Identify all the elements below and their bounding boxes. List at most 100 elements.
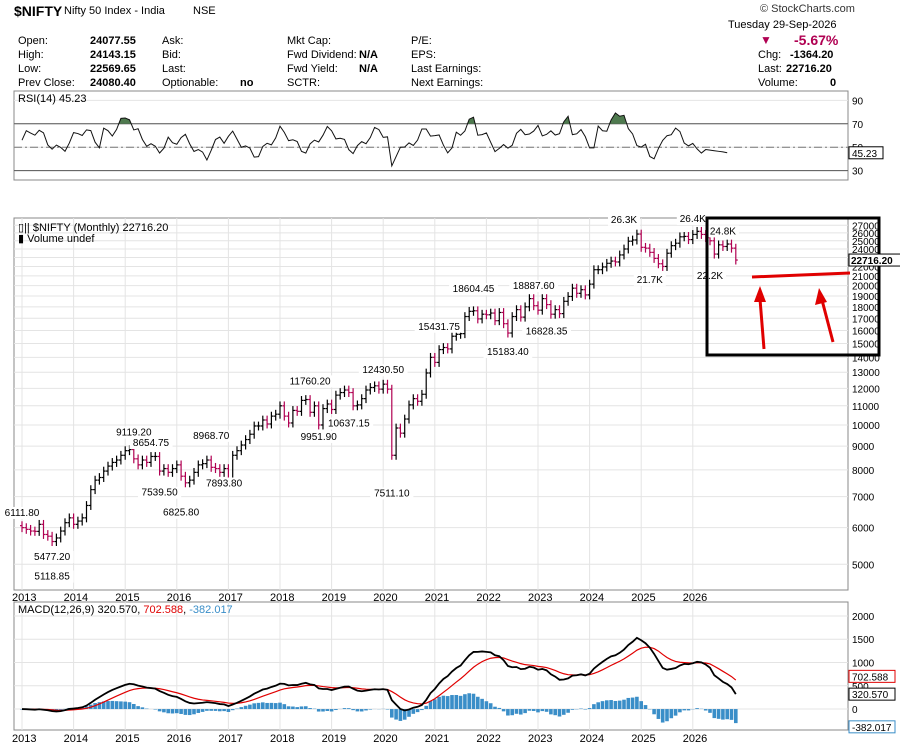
macd-histogram-bar <box>566 709 570 713</box>
last-earnings-label: Last Earnings: <box>411 63 482 75</box>
price-bar <box>247 429 252 445</box>
price-tick-label: 18000 <box>852 303 880 314</box>
price-bar <box>647 243 652 257</box>
price-tick-label: 24000 <box>852 245 880 256</box>
price-label-bg <box>285 375 335 388</box>
price-bar <box>389 384 394 460</box>
price-bar <box>622 244 626 260</box>
mkt-cap-label: Mkt Cap: <box>287 35 332 47</box>
macd-histogram-bar <box>553 709 557 716</box>
price-bar <box>157 452 162 476</box>
price-bar <box>445 343 450 354</box>
price-bar <box>338 388 343 400</box>
macd-year-label: 2016 <box>167 733 191 745</box>
macd-histogram-bar <box>407 709 411 717</box>
price-bar <box>467 306 472 322</box>
price-bar <box>596 265 601 275</box>
highlight-box <box>705 216 881 357</box>
price-bar <box>45 530 50 541</box>
price-bar <box>286 411 291 428</box>
price-label: 6111.80 <box>5 508 40 519</box>
price-bar <box>93 475 98 495</box>
open-label: Open: <box>18 35 48 47</box>
price-label: 7511.10 <box>374 489 410 500</box>
macd-histogram-bar <box>119 701 123 710</box>
price-bar <box>273 409 278 421</box>
macd-year-label: 2021 <box>425 733 449 745</box>
macd-tick-label: 2000 <box>852 612 875 623</box>
price-label: 15431.75 <box>418 322 460 333</box>
price-bar <box>166 464 171 477</box>
price-label-bg <box>112 426 156 439</box>
macd-histogram-bar <box>544 709 549 712</box>
price-bar <box>88 485 93 510</box>
macd-histogram-bar <box>166 709 170 714</box>
price-bar <box>626 236 631 254</box>
price-bar <box>325 399 330 414</box>
price-bar <box>660 259 665 271</box>
price-tick-label: 17000 <box>852 314 880 325</box>
macd-histogram-bar <box>248 704 252 710</box>
macd-histogram-bar <box>665 709 669 722</box>
price-label: 8968.70 <box>193 431 230 442</box>
macd-value-label: -382.017 <box>852 723 892 734</box>
macd-histogram-bar <box>222 709 226 712</box>
price-bar <box>278 401 282 419</box>
macd-histogram-bar <box>295 707 299 710</box>
brand-logo[interactable]: © StockCharts.com <box>760 3 855 15</box>
price-bar <box>265 415 270 429</box>
price-bar <box>144 455 149 467</box>
macd-histogram-bar <box>519 709 523 715</box>
macd-histogram-bar <box>617 700 622 710</box>
price-bar <box>333 390 338 414</box>
macd-value-box <box>848 720 896 734</box>
price-bar <box>71 513 76 529</box>
macd-histogram-bar <box>394 709 398 720</box>
price-bar <box>101 466 106 482</box>
macd-title: MACD(12,26,9) 320.570, 702.588, -382.017 <box>18 604 233 616</box>
price-label: 18604.45 <box>453 284 495 295</box>
macd-histogram-bar <box>175 709 179 714</box>
price-bar <box>196 460 201 477</box>
price-bar <box>20 521 24 533</box>
macd-histogram-bar <box>635 696 639 710</box>
macd-histogram-bar <box>514 709 519 714</box>
macd-histogram-bar <box>609 700 613 710</box>
arrow-shaft <box>820 299 835 343</box>
price-bar <box>527 294 532 312</box>
price-label: 15183.40 <box>487 347 529 358</box>
date-label: Tuesday 29-Sep-2026 <box>728 19 837 31</box>
macd-histogram-bar <box>402 709 407 720</box>
macd-histogram-bar <box>239 707 244 710</box>
last-price-label: 22716.20 <box>851 256 893 267</box>
security-name: Nifty 50 Index - India <box>64 5 165 17</box>
price-bar <box>591 265 596 289</box>
price-bar <box>536 301 540 315</box>
price-bar <box>587 279 592 300</box>
price-tick-label: 21000 <box>852 272 880 283</box>
macd-histogram-bar <box>557 709 562 717</box>
macd-histogram-bar <box>398 709 403 721</box>
macd-year-label: 2020 <box>373 733 397 745</box>
macd-tick-label: 500 <box>852 682 869 693</box>
price-bar <box>84 501 89 523</box>
price-bar <box>488 308 493 320</box>
price-year-label: 2025 <box>631 592 655 604</box>
price-bar <box>355 400 360 411</box>
macd-histogram-bar <box>265 702 269 710</box>
price-label-bg <box>129 437 173 450</box>
eps-label: EPS: <box>411 49 437 61</box>
high-value: 24143.15 <box>90 49 136 61</box>
price-year-label: 2017 <box>218 592 242 604</box>
macd-histogram-bar <box>501 709 506 712</box>
price-label: 5118.85 <box>34 572 70 583</box>
macd-year-label: 2014 <box>64 733 88 745</box>
price-label: 21.7K <box>637 275 663 286</box>
macd-histogram-bar <box>669 709 674 719</box>
macd-histogram-bar <box>136 706 140 710</box>
pct-change: -5.67% <box>794 32 839 48</box>
rsi-line <box>21 112 728 168</box>
macd-histogram-bar <box>140 707 145 710</box>
macd-histogram-bar <box>183 709 188 715</box>
